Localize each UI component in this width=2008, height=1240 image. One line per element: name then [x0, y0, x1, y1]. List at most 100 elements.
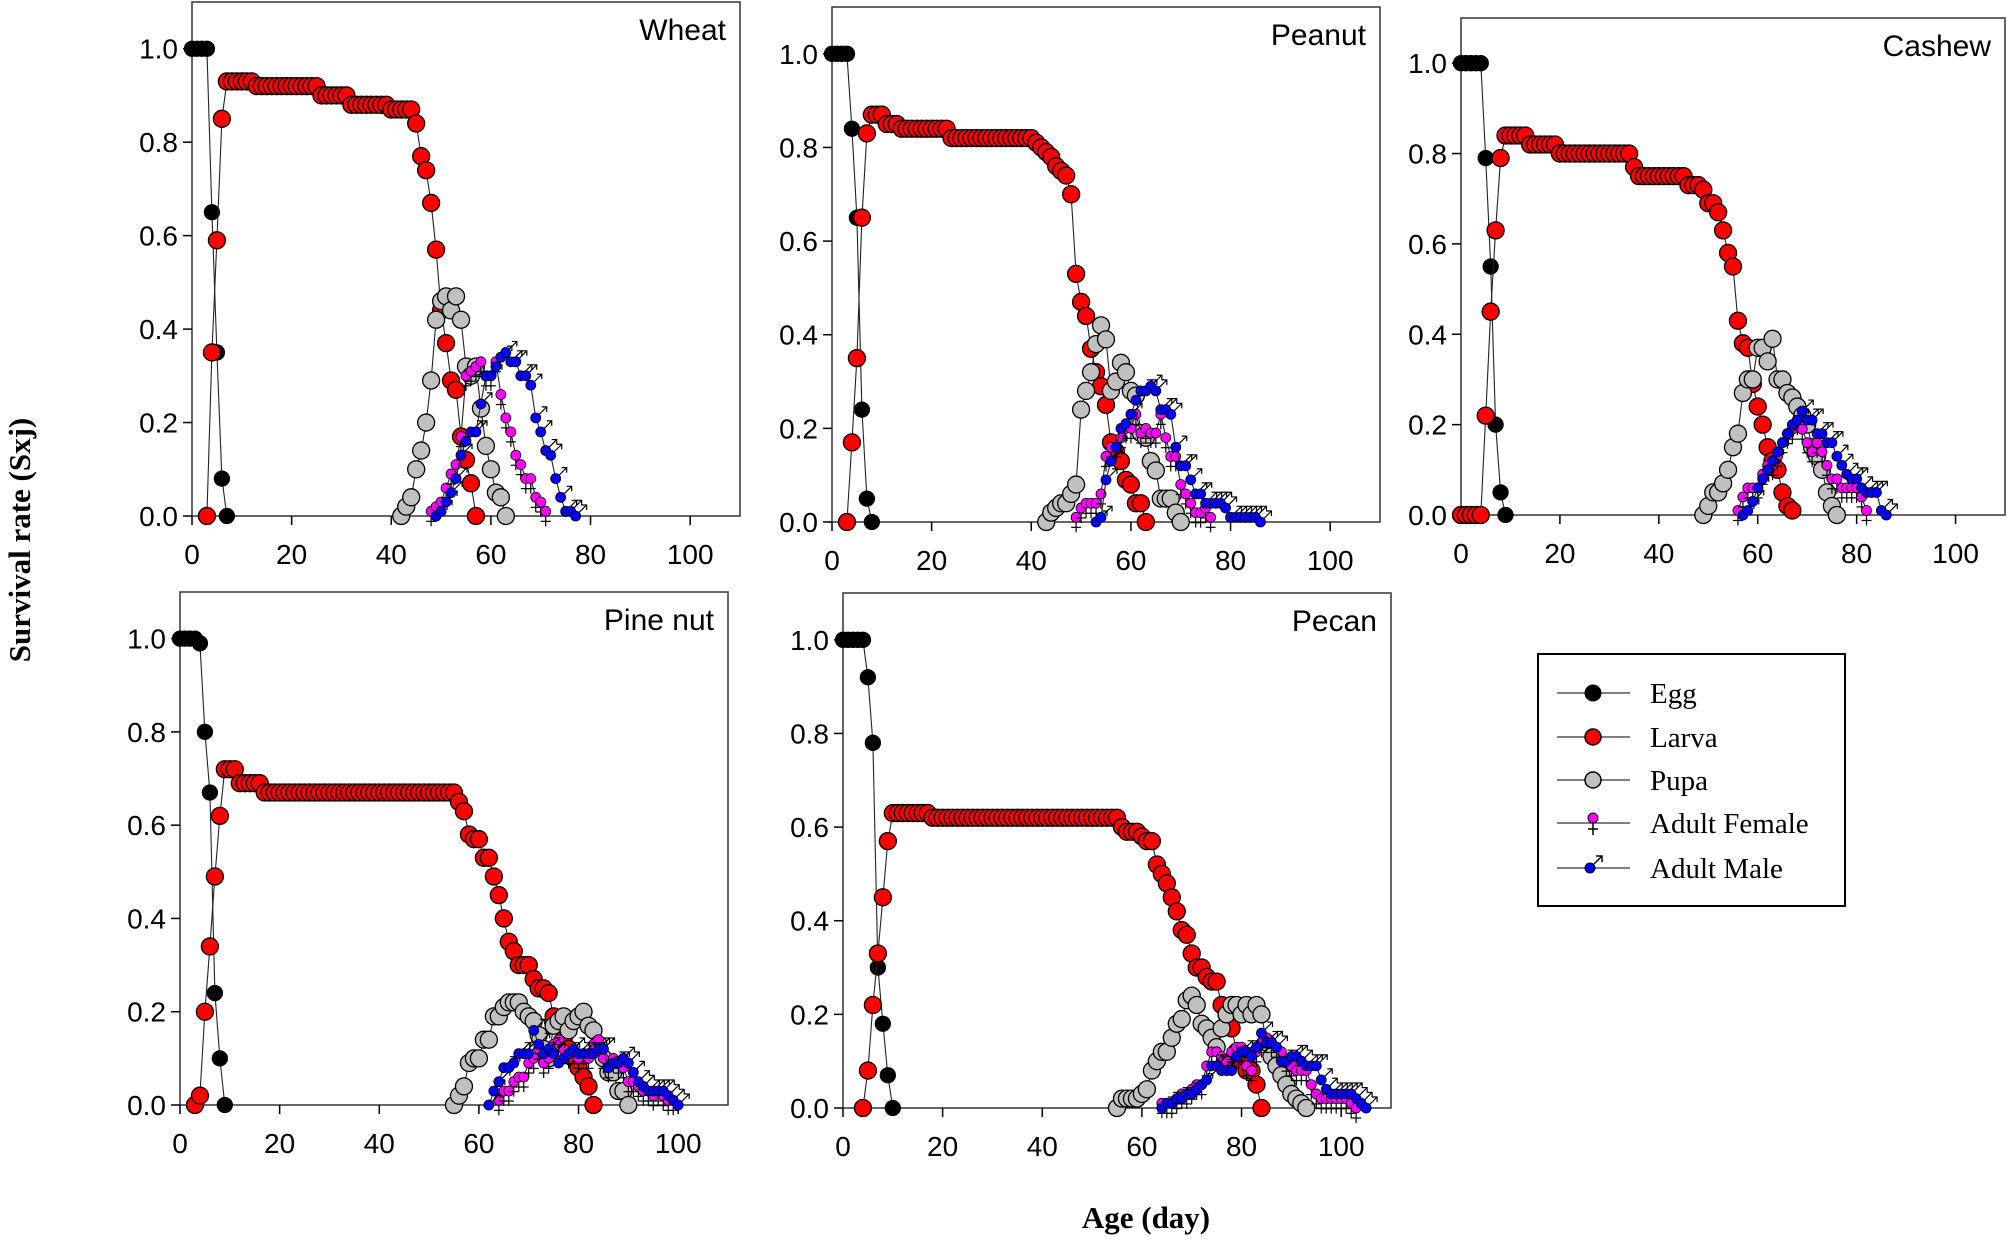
larva-point — [1061, 185, 1081, 204]
adult-male-point — [1150, 379, 1168, 397]
x-tick-label: 0 — [835, 1131, 851, 1162]
legend-item-pupa: Pupa — [1557, 765, 1708, 797]
male-arrow-shaft — [1804, 399, 1814, 409]
male-arrow-head — [1261, 505, 1268, 512]
male-arrow-head — [1842, 444, 1849, 451]
series-adult-male — [1156, 1021, 1378, 1114]
adult-male-point — [530, 406, 548, 424]
female-marker — [475, 356, 487, 368]
male-arrow-shaft — [1323, 1068, 1333, 1078]
male-marker — [460, 435, 472, 447]
male-arrow-shaft — [1113, 449, 1123, 459]
adult-male-point — [510, 350, 528, 368]
egg-point — [1482, 258, 1499, 275]
male-arrow-head — [1156, 374, 1163, 381]
female-marker — [1801, 437, 1813, 449]
male-arrow-shaft — [1363, 1091, 1373, 1101]
larva-point — [426, 240, 446, 259]
male-arrow-shaft — [1883, 499, 1893, 508]
male-marker — [435, 505, 447, 517]
y-tick-label: 0.8 — [1408, 139, 1447, 170]
male-arrow-shaft — [533, 373, 543, 383]
adult-male-point — [475, 392, 493, 410]
adult-male-point — [1831, 444, 1849, 462]
male-marker — [627, 1066, 639, 1078]
male-arrow-shaft — [578, 504, 588, 514]
egg-point — [211, 1050, 229, 1067]
x-tick-label: 20 — [1544, 538, 1575, 569]
larva-point — [1486, 221, 1505, 240]
adult-female-point — [1150, 427, 1162, 449]
pupa-point — [1076, 381, 1096, 401]
pupa-point — [1743, 370, 1762, 389]
egg-point — [216, 1096, 233, 1114]
series-pupa — [1694, 329, 1847, 525]
female-marker — [1806, 446, 1818, 458]
larva-point — [1491, 148, 1510, 168]
pupa-point — [481, 460, 501, 479]
pupa-point — [412, 441, 431, 460]
pupa-point — [1718, 460, 1738, 479]
male-arrow-head — [1222, 1054, 1229, 1060]
egg-point — [196, 723, 214, 741]
male-marker — [450, 473, 462, 485]
male-arrow-head — [1231, 496, 1238, 502]
male-arrow-shaft — [1168, 398, 1178, 408]
male-arrow-shaft — [1178, 435, 1188, 445]
adult-female-point — [1205, 511, 1217, 533]
male-arrow-shaft — [463, 443, 473, 453]
adult-female-point — [1246, 1065, 1257, 1086]
larva-point — [202, 343, 222, 362]
male-arrow-head — [544, 1032, 551, 1039]
female-marker — [493, 1094, 505, 1106]
x-tick-label: 20 — [916, 545, 947, 576]
y-tick-label: 0.0 — [790, 1093, 829, 1124]
male-arrow-head — [684, 1093, 690, 1099]
y-tick-label: 0.8 — [139, 127, 178, 158]
male-arrow-head — [1322, 1054, 1328, 1060]
male-arrow-shaft — [573, 499, 583, 509]
y-tick-label: 0.4 — [779, 320, 818, 351]
male-marker — [1195, 488, 1207, 500]
larva-point — [1167, 902, 1186, 921]
male-marker — [1836, 459, 1848, 471]
adult-male-point — [483, 1093, 501, 1111]
egg-point — [1477, 149, 1494, 167]
male-marker — [520, 370, 532, 382]
male-arrow-shaft — [1219, 1054, 1229, 1064]
egg-point — [1492, 484, 1509, 501]
adult-male-point — [1095, 505, 1113, 523]
male-marker — [548, 1048, 560, 1060]
male-marker — [1185, 474, 1197, 486]
male-arrow-shaft — [518, 350, 528, 360]
x-tick-label: 40 — [376, 539, 407, 570]
male-marker — [1246, 1051, 1257, 1062]
x-tick-label: 0 — [184, 539, 200, 570]
y-tick-label: 0.4 — [790, 906, 829, 937]
male-marker — [1150, 385, 1162, 397]
adult-male-point — [1271, 1035, 1289, 1053]
male-arrow-head — [1808, 399, 1814, 406]
male-marker — [622, 1057, 634, 1069]
male-marker — [1796, 405, 1808, 417]
male-arrow-head — [1828, 422, 1834, 428]
male-arrow-head — [1267, 1021, 1274, 1028]
male-marker — [475, 398, 487, 410]
male-arrow-shaft — [541, 1032, 551, 1042]
male-arrow-shaft — [551, 1037, 561, 1047]
male-arrow-head — [1302, 1044, 1308, 1051]
larva-point — [1207, 972, 1226, 991]
male-marker — [1255, 516, 1266, 528]
male-arrow-head — [1332, 1077, 1338, 1084]
male-arrow-shaft — [1228, 496, 1237, 506]
male-arrow-shaft — [1258, 505, 1267, 515]
male-arrow-shaft — [635, 1060, 645, 1070]
male-arrow-head — [1847, 453, 1854, 460]
male-marker — [1772, 446, 1783, 458]
adult-male-point — [548, 1042, 566, 1060]
larva-point — [1136, 512, 1156, 532]
male-arrow-head — [1266, 510, 1273, 516]
pupa-point — [476, 436, 496, 456]
series-egg — [171, 630, 233, 1114]
adult-male-point — [570, 504, 588, 522]
